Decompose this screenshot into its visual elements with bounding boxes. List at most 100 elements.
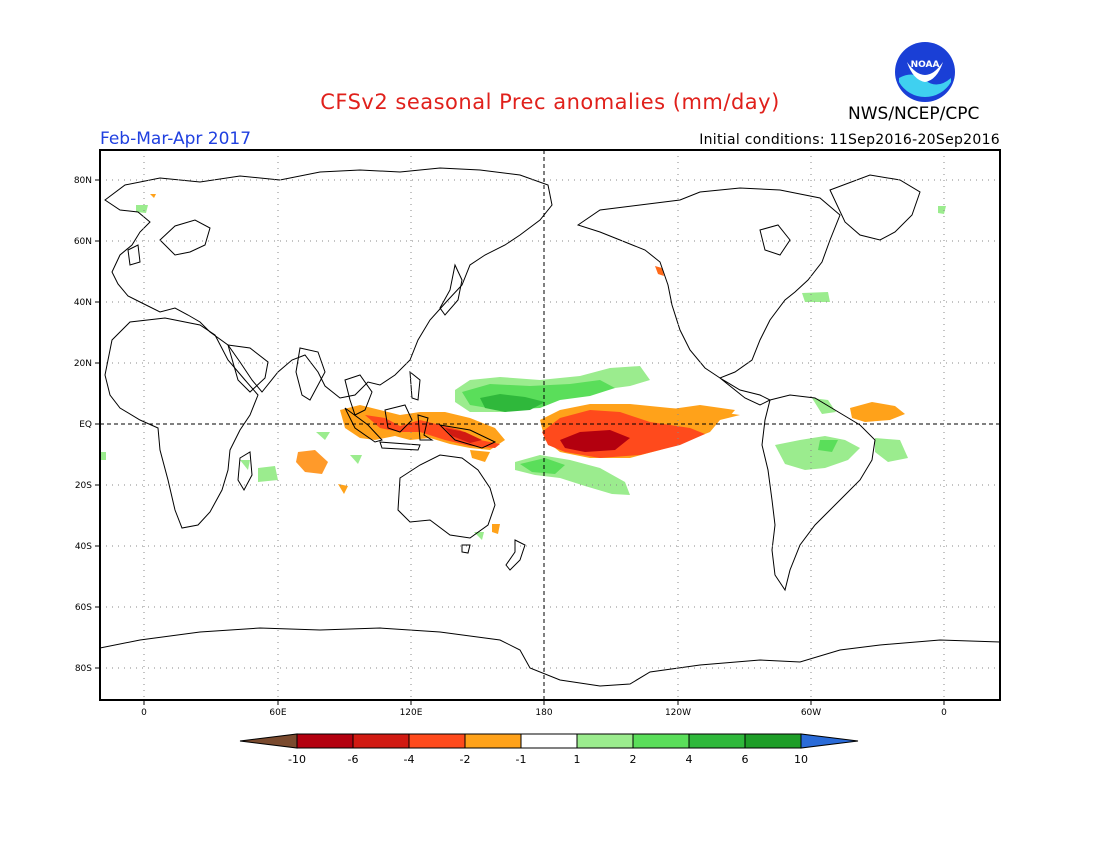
anomaly-green-spac [520, 458, 565, 474]
lat-label-20s: 20S [75, 481, 92, 491]
anomaly-light-green-indian-e [350, 455, 362, 464]
colorbar-label: -10 [288, 753, 306, 766]
colorbar-swatch [576, 733, 634, 749]
anomaly-orange-epac [665, 405, 735, 418]
anomaly-light-green-spac [515, 455, 630, 495]
colorbar-label: 4 [686, 753, 693, 766]
colorbar-swatch [408, 733, 466, 749]
noaa-logo-text: NOAA [911, 60, 940, 70]
anomaly-light-green-ne-brazil [875, 438, 908, 462]
anomaly-orange-atlantic [850, 402, 905, 422]
colorbar-arrow-left [239, 733, 298, 749]
coastline-new-guinea [438, 424, 497, 449]
anomaly-orange-south-indonesia [470, 450, 490, 462]
lon-label-60e: 60E [269, 708, 286, 718]
lon-label-120w: 120W [665, 708, 691, 718]
colorbar-swatch [464, 733, 522, 749]
axis-ticks [95, 179, 945, 705]
coastline-new-zealand [505, 539, 526, 571]
coastline-greenland [829, 174, 921, 241]
lat-label-40n: 40N [74, 298, 92, 308]
coastline-tasmania [461, 544, 471, 554]
anomaly-light-green-caribbean [812, 398, 836, 414]
lat-label-60s: 60S [75, 603, 92, 613]
coastline-eurasia [104, 167, 553, 399]
map-frame [99, 149, 1001, 701]
anomaly-light-green-brazil [775, 436, 860, 470]
lon-label-0-west: 0 [141, 708, 147, 718]
anomaly-light-green-far-west [100, 452, 106, 460]
lat-label-80s: 80S [75, 664, 92, 674]
colorbar-label: -4 [404, 753, 415, 766]
season-label: Feb-Mar-Apr 2017 [100, 129, 252, 149]
agency-label: NWS/NCEP/CPC [848, 104, 980, 124]
anomaly-darkred-cpac [560, 430, 630, 452]
coastline-antarctica [99, 627, 1001, 687]
colorbar-swatch [688, 733, 746, 749]
anomaly-light-green-indian-c [316, 432, 330, 440]
colorbar-swatch [744, 733, 802, 749]
coastline-australia [397, 454, 496, 539]
coastline-madagascar [237, 451, 253, 492]
lon-label-180: 180 [535, 708, 552, 718]
latitude-labels: 80N 60N 40N 20N EQ 20S 40S 60S 80S [74, 176, 92, 674]
coastline-sulawesi [417, 414, 434, 441]
colorbar-label: 6 [742, 753, 749, 766]
anomaly-light-green-africa [240, 460, 250, 470]
coastline-java [379, 441, 421, 451]
anomaly-darkred-maritime [445, 428, 482, 443]
colorbar-swatches [240, 733, 858, 749]
noaa-logo: NOAA [895, 42, 955, 102]
colorbar-labels: -10 -6 -4 -2 -1 1 2 4 6 10 [288, 753, 808, 766]
colorbar-swatch [352, 733, 410, 749]
initial-conditions-label: Initial conditions: 11Sep2016-20Sep2016 [699, 132, 1000, 148]
anomaly-light-green-europe-n [136, 205, 148, 213]
lat-label-80n: 80N [74, 176, 92, 186]
coastline-scandinavia [159, 219, 211, 256]
colorbar-swatch [632, 733, 690, 749]
equator-dateline [100, 150, 1000, 700]
coastlines [99, 167, 1001, 687]
coastline-hudson [759, 224, 791, 256]
lat-label-eq: EQ [79, 420, 92, 430]
coastline-india [295, 347, 326, 401]
coastline-indochina [344, 374, 373, 416]
coastline-philippines [409, 370, 421, 401]
map-title: CFSv2 seasonal Prec anomalies (mm/day) [320, 90, 780, 114]
lat-label-60n: 60N [74, 237, 92, 247]
colorbar-label: 10 [794, 753, 808, 766]
colorbar-label: 2 [630, 753, 637, 766]
coastline-africa [104, 317, 259, 529]
colorbar-label: -2 [460, 753, 471, 766]
coastline-uk [127, 244, 141, 266]
coastline-japan [439, 263, 463, 316]
anomaly-green-brazil [818, 440, 838, 452]
coastline-south-america [761, 394, 876, 592]
lon-label-60w: 60W [801, 708, 821, 718]
anomaly-orange-indian-s [338, 484, 348, 494]
anomaly-light-green-greenland [938, 206, 946, 214]
anomaly-orange-indian [296, 450, 328, 474]
coastline-borneo [384, 404, 413, 433]
anomaly-orange-arctic [150, 194, 156, 198]
colorbar-label: -1 [516, 753, 527, 766]
colorbar-arrow-right [800, 733, 859, 749]
longitude-labels: 0 60E 120E 180 120W 60W 0 [141, 708, 947, 718]
colorbar-swatch [240, 734, 297, 748]
lat-label-20n: 20N [74, 359, 92, 369]
lat-label-40s: 40S [75, 542, 92, 552]
colorbar-swatch [520, 733, 578, 749]
coastline-arabia [227, 344, 269, 393]
colorbar-swatch [801, 734, 858, 748]
colorbar-label: -6 [348, 753, 359, 766]
colorbar: -10 -6 -4 -2 -1 1 2 4 6 10 [239, 733, 859, 766]
graticule [100, 150, 1000, 700]
coastline-central-america [719, 377, 772, 406]
colorbar-swatch [296, 733, 354, 749]
anomaly-light-green-usa-e [802, 292, 830, 302]
coastline-north-america [576, 187, 841, 379]
lon-label-0-east: 0 [941, 708, 947, 718]
anomaly-dark-green-wpac [480, 394, 545, 412]
anomaly-shading [100, 194, 946, 540]
